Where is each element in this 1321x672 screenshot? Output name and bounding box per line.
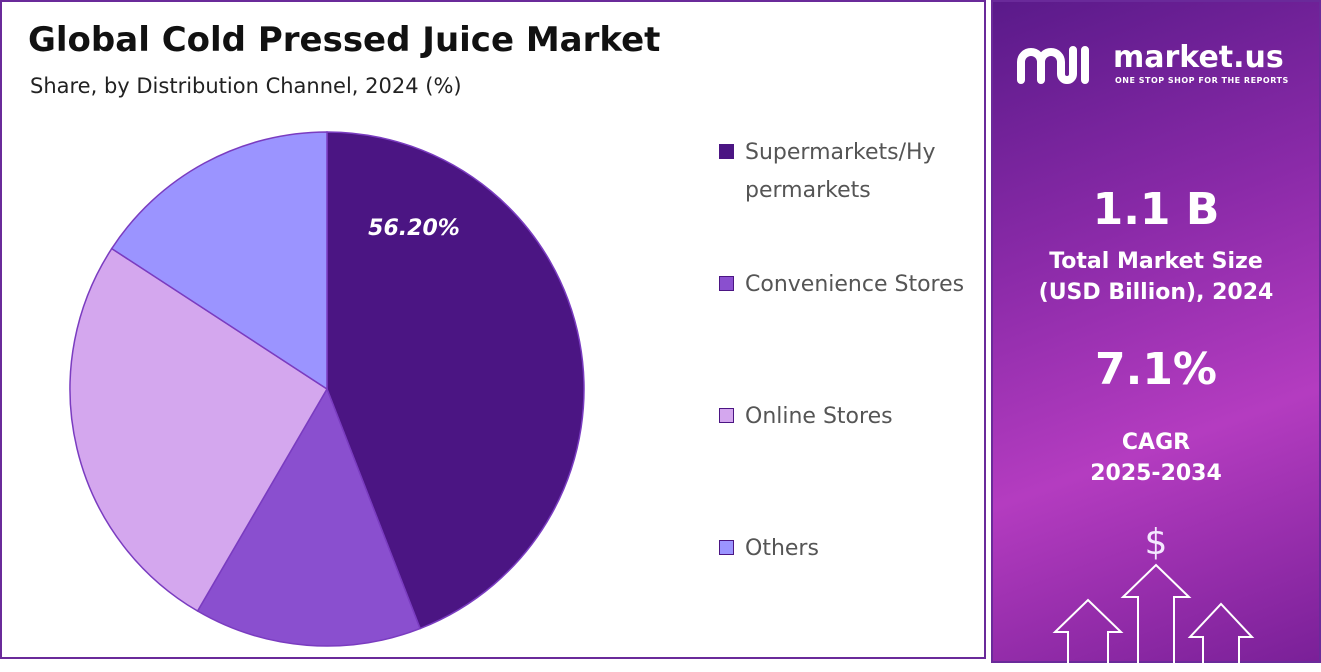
legend-label: Supermarkets/Hy permarkets bbox=[745, 140, 936, 203]
pie-slice-online-stores bbox=[69, 247, 329, 613]
brand-tagline: ONE STOP SHOP FOR THE REPORTS bbox=[1115, 76, 1289, 85]
legend-item: Supermarkets/Hy permarkets bbox=[719, 134, 979, 266]
data-label: 56.20% bbox=[368, 216, 460, 241]
legend-label: Online Stores bbox=[745, 404, 893, 429]
legend-swatch bbox=[719, 540, 734, 555]
legend-label: Convenience Stores bbox=[745, 272, 965, 297]
cagr-value: 7.1% bbox=[1094, 344, 1218, 395]
legend-label: Others bbox=[745, 536, 819, 561]
legend-item: Convenience Stores bbox=[719, 266, 979, 398]
up-arrows-icon bbox=[1052, 563, 1255, 672]
dollar-icon: $ bbox=[1144, 522, 1168, 563]
brand-name: market.us bbox=[1113, 40, 1284, 75]
legend-swatch bbox=[719, 276, 734, 291]
pie-slice-supermarkets-hypermarkets bbox=[326, 131, 585, 630]
market-us-logo: market.us ONE STOP SHOP FOR THE REPORTS bbox=[1013, 40, 1303, 90]
chart-panel: Global Cold Pressed Juice Market Share, … bbox=[0, 0, 986, 659]
logo-icon bbox=[1017, 46, 1089, 84]
cagr-label: CAGR 2025-2034 bbox=[1090, 430, 1222, 486]
market-size-label: Total Market Size (USD Billion), 2024 bbox=[1038, 249, 1274, 305]
legend-item: Others bbox=[719, 530, 979, 662]
chart-title: Global Cold Pressed Juice Market bbox=[28, 20, 661, 60]
pie-slice-convenience-stores bbox=[196, 387, 422, 647]
pie-chart: 56.20% bbox=[69, 131, 585, 647]
legend: Supermarkets/Hy permarkets Convenience S… bbox=[719, 134, 979, 662]
chart-subtitle: Share, by Distribution Channel, 2024 (%) bbox=[30, 74, 462, 98]
market-size-value: 1.1 B bbox=[1092, 184, 1220, 235]
pie-slice-others bbox=[110, 131, 328, 391]
legend-item: Online Stores bbox=[719, 398, 979, 530]
legend-swatch bbox=[719, 408, 734, 423]
stats-panel: market.us ONE STOP SHOP FOR THE REPORTS … bbox=[991, 0, 1321, 672]
legend-swatch bbox=[719, 144, 734, 159]
